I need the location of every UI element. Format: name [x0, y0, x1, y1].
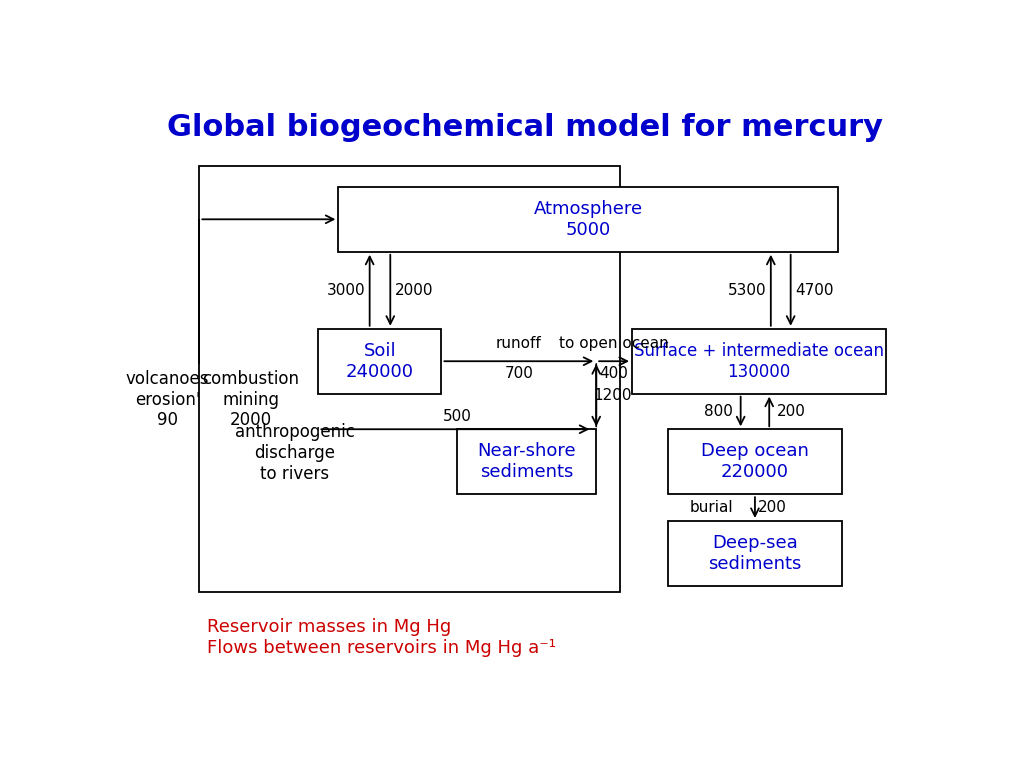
Text: 200: 200: [758, 500, 786, 515]
Text: 3000: 3000: [327, 283, 366, 298]
Text: Atmosphere
5000: Atmosphere 5000: [534, 200, 643, 239]
Text: to open ocean: to open ocean: [559, 336, 669, 351]
Text: Flows between reservoirs in Mg Hg a⁻¹: Flows between reservoirs in Mg Hg a⁻¹: [207, 639, 556, 657]
Text: volcanoes
erosion'
90: volcanoes erosion' 90: [126, 370, 210, 429]
Bar: [668, 521, 842, 586]
Text: combustion
mining
2000: combustion mining 2000: [203, 370, 299, 429]
Bar: [338, 187, 839, 252]
Text: 700: 700: [505, 366, 534, 381]
Bar: [632, 329, 886, 394]
Bar: [668, 429, 842, 495]
Bar: [318, 329, 441, 394]
Text: Reservoir masses in Mg Hg: Reservoir masses in Mg Hg: [207, 618, 452, 637]
Text: Deep ocean
220000: Deep ocean 220000: [701, 442, 809, 482]
Bar: [200, 166, 621, 592]
Text: 1200: 1200: [593, 388, 632, 402]
Text: Deep-sea
sediments: Deep-sea sediments: [709, 534, 802, 573]
Text: Soil
240000: Soil 240000: [346, 342, 414, 381]
Text: 2000: 2000: [395, 283, 433, 298]
Bar: [458, 429, 596, 495]
Text: runoff: runoff: [496, 336, 542, 351]
Text: 5300: 5300: [728, 283, 766, 298]
Text: Global biogeochemical model for mercury: Global biogeochemical model for mercury: [167, 113, 883, 142]
Text: Surface + intermediate ocean
130000: Surface + intermediate ocean 130000: [634, 342, 884, 381]
Text: 4700: 4700: [796, 283, 834, 298]
Text: Near-shore
sediments: Near-shore sediments: [477, 442, 577, 482]
Text: 200: 200: [777, 404, 806, 419]
Text: 800: 800: [705, 404, 733, 419]
Text: 500: 500: [443, 409, 472, 424]
Text: burial: burial: [689, 500, 733, 515]
Text: anthropogenic
discharge
to rivers: anthropogenic discharge to rivers: [234, 423, 354, 483]
Text: 400: 400: [600, 366, 629, 381]
